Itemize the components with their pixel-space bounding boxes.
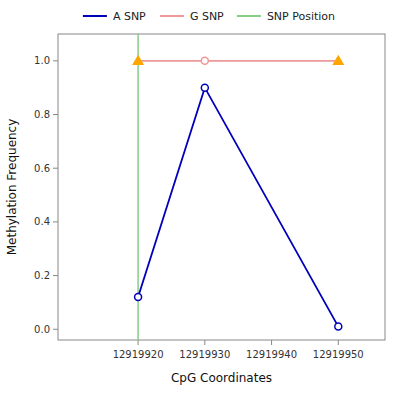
y-tick-label: 0.0 xyxy=(34,324,50,335)
x-tick xyxy=(338,340,339,345)
y-tick xyxy=(53,114,58,115)
x-tick-label: 12919930 xyxy=(179,349,230,360)
y-tick xyxy=(53,221,58,222)
circle-marker xyxy=(201,84,208,91)
x-tick-label: 12919950 xyxy=(313,349,364,360)
circle-marker xyxy=(135,294,142,301)
y-tick xyxy=(53,329,58,330)
x-tick-label: 12919920 xyxy=(113,349,164,360)
y-tick-label: 0.6 xyxy=(34,163,50,174)
y-tick-label: 0.2 xyxy=(34,270,50,281)
legend-swatch xyxy=(237,15,261,17)
legend: A SNP G SNP SNP Position xyxy=(83,10,335,23)
legend-label: G SNP xyxy=(190,10,224,23)
circle-marker xyxy=(335,323,342,330)
legend-swatch xyxy=(160,15,184,17)
x-tick xyxy=(204,340,205,345)
y-tick xyxy=(53,275,58,276)
y-tick-label: 1.0 xyxy=(34,55,50,66)
x-tick-label: 12919940 xyxy=(246,349,297,360)
y-tick xyxy=(53,60,58,61)
chart: 12919920 12919930 12919940 12919950 0.0 0.2 0.… xyxy=(0,0,400,400)
plot-frame xyxy=(58,34,385,340)
legend-label: SNP Position xyxy=(267,10,335,23)
plot-area xyxy=(132,34,344,340)
y-tick xyxy=(53,168,58,169)
legend-swatch xyxy=(83,15,107,17)
series-line xyxy=(138,88,338,327)
x-axis-label: CpG Coordinates xyxy=(171,371,272,385)
circle-marker xyxy=(201,57,208,64)
triangle-marker xyxy=(332,55,344,65)
y-tick-label: 0.4 xyxy=(34,216,50,227)
x-tick xyxy=(138,340,139,345)
y-tick-label: 0.8 xyxy=(34,109,50,120)
legend-label: A SNP xyxy=(113,10,146,23)
x-tick xyxy=(271,340,272,345)
triangle-marker xyxy=(132,55,144,65)
y-axis-label: Methylation Frequency xyxy=(5,119,19,256)
series-line xyxy=(138,60,338,62)
